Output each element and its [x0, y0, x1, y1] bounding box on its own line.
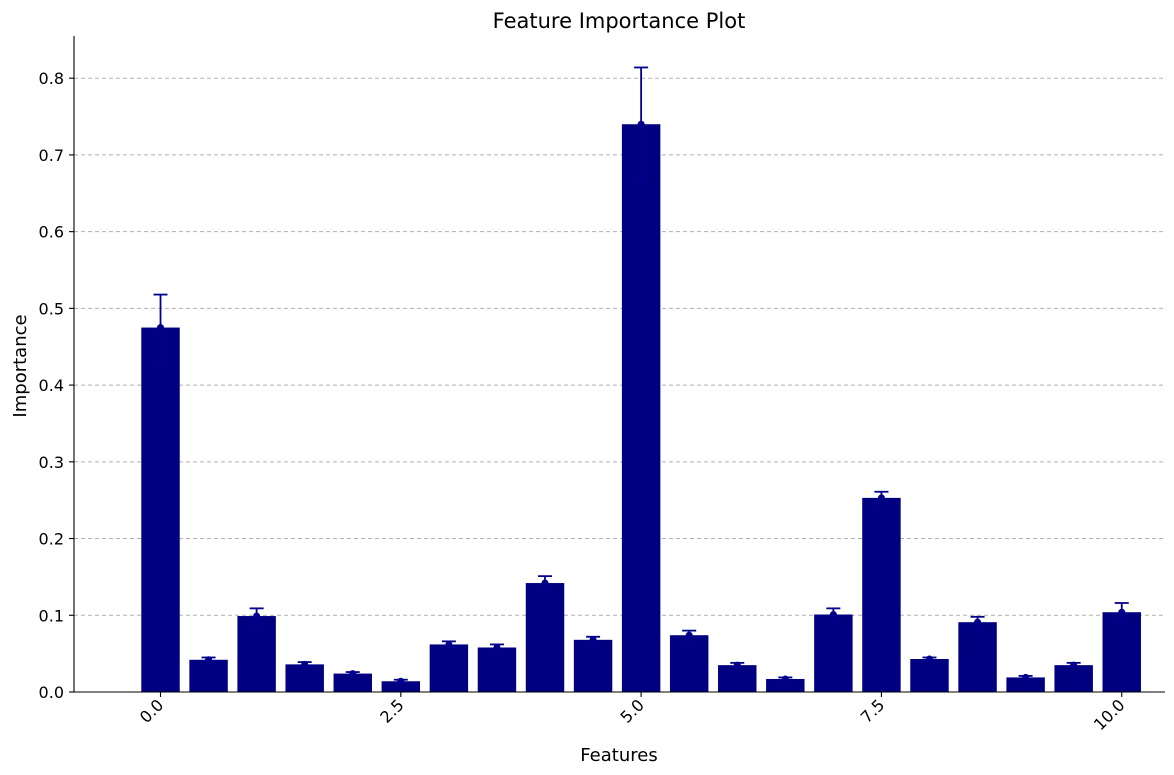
error-point	[253, 612, 261, 620]
bars	[141, 124, 1141, 693]
bar	[333, 673, 372, 692]
axes	[73, 36, 1165, 693]
y-ticks: 0.0 0.1 0.2 0.3 0.4 0.5 0.6 0.7 0.8	[39, 69, 74, 702]
error-point	[493, 643, 501, 651]
bar	[862, 497, 901, 692]
bar	[766, 678, 805, 692]
x-tick-label: 10.0	[1090, 695, 1129, 734]
y-tick-label: 0.5	[39, 299, 64, 318]
bar	[910, 659, 949, 692]
error-point	[1070, 661, 1078, 669]
x-ticks: 0.0 2.5 5.0 7.5 10.0	[136, 692, 1129, 734]
error-point	[1118, 608, 1126, 616]
bar	[621, 124, 661, 693]
bar	[718, 665, 757, 692]
error-point	[157, 324, 165, 332]
y-tick-label: 0.0	[39, 683, 64, 702]
y-tick-label: 0.2	[39, 530, 64, 549]
error-point	[301, 660, 309, 668]
bar	[381, 681, 421, 692]
error-point	[1022, 673, 1030, 681]
error-point	[445, 640, 453, 648]
bar	[669, 635, 709, 692]
bar	[525, 583, 565, 692]
error-point	[925, 655, 933, 663]
x-tick-label: 7.5	[857, 695, 888, 726]
bar	[1006, 677, 1045, 692]
y-tick-label: 0.6	[39, 223, 64, 242]
error-point	[349, 670, 357, 678]
error-point	[589, 636, 597, 644]
bar	[477, 647, 517, 692]
error-point	[781, 675, 789, 683]
x-tick-label: 5.0	[617, 695, 648, 726]
error-bars	[153, 66, 1129, 685]
error-point	[637, 120, 645, 128]
bar	[141, 327, 180, 692]
chart-title: Feature Importance Plot	[493, 9, 746, 33]
bar	[1054, 665, 1093, 692]
bar	[189, 659, 228, 692]
bar	[573, 639, 613, 692]
y-tick-label: 0.8	[39, 69, 64, 88]
error-point	[877, 494, 885, 502]
error-point	[685, 631, 693, 639]
bar	[814, 614, 853, 692]
error-point	[733, 661, 741, 669]
bar	[958, 622, 997, 692]
x-tick-label: 2.5	[376, 695, 407, 726]
bar	[285, 664, 324, 692]
grid-lines	[74, 77, 1165, 616]
bar	[1102, 612, 1141, 692]
y-tick-label: 0.1	[39, 606, 64, 625]
y-tick-label: 0.4	[39, 376, 64, 395]
x-axis-label: Features	[580, 745, 657, 766]
bar	[237, 616, 276, 692]
y-axis-label: Importance	[10, 314, 31, 417]
error-point	[205, 656, 213, 664]
error-point	[974, 618, 982, 626]
error-point	[397, 677, 405, 685]
y-tick-label: 0.3	[39, 453, 64, 472]
error-point	[541, 579, 549, 587]
x-tick-label: 0.0	[136, 695, 167, 726]
error-point	[829, 611, 837, 619]
bar	[429, 644, 469, 692]
y-tick-label: 0.7	[39, 146, 64, 165]
